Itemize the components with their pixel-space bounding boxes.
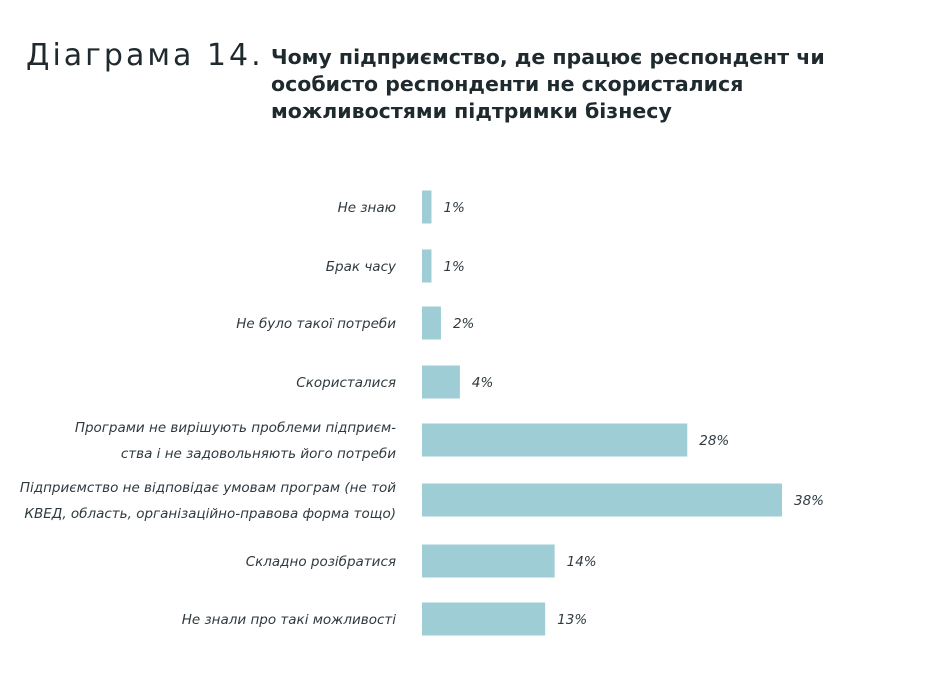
category-label-line: Брак часу — [326, 259, 397, 275]
bar — [422, 423, 688, 457]
category-label-line: Програми не вирішують проблеми підприєм- — [75, 420, 396, 436]
category-label: Не було такої потреби — [236, 316, 396, 332]
value-label: 1% — [443, 200, 464, 216]
chart-title: Чому підприємство, де працює респондент … — [271, 45, 825, 123]
category-label-line: Складно розібратися — [246, 554, 396, 570]
bar — [422, 483, 782, 517]
bar — [422, 365, 460, 399]
category-label: Програми не вирішують проблеми підприєм-… — [75, 420, 396, 462]
category-label: Підприємство не відповідає умовам програ… — [20, 480, 396, 522]
category-label: Брак часу — [326, 259, 397, 275]
category-label-line: КВЕД, область, організаційно-правова фор… — [24, 506, 396, 522]
value-label: 14% — [567, 554, 597, 570]
value-label: 4% — [472, 375, 493, 391]
bar — [422, 602, 546, 636]
category-label: Не знаю — [338, 200, 396, 216]
category-label-line: Скористалися — [296, 375, 396, 391]
value-label: 1% — [443, 259, 464, 275]
category-label: Скористалися — [296, 375, 396, 391]
value-label: 2% — [453, 316, 474, 332]
bar — [422, 544, 555, 578]
bar — [422, 249, 432, 283]
category-label-line: Підприємство не відповідає умовам програ… — [20, 480, 396, 496]
category-label-line: Не було такої потреби — [236, 316, 396, 332]
category-label: Складно розібратися — [246, 554, 396, 570]
chart-header: Діаграма 14. Чому підприємство, де працю… — [26, 38, 906, 138]
diagram-number: Діаграма 14. — [26, 38, 264, 73]
category-label-line: ства і не задовольняють його потреби — [121, 446, 396, 462]
value-label: 38% — [794, 493, 824, 509]
bar — [422, 306, 441, 340]
bar — [422, 190, 432, 224]
category-label-line: Не знали про такі можливості — [182, 612, 397, 628]
value-label: 13% — [557, 612, 587, 628]
category-label-line: Не знаю — [338, 200, 396, 216]
category-label: Не знали про такі можливості — [182, 612, 397, 628]
value-label: 28% — [699, 433, 729, 449]
